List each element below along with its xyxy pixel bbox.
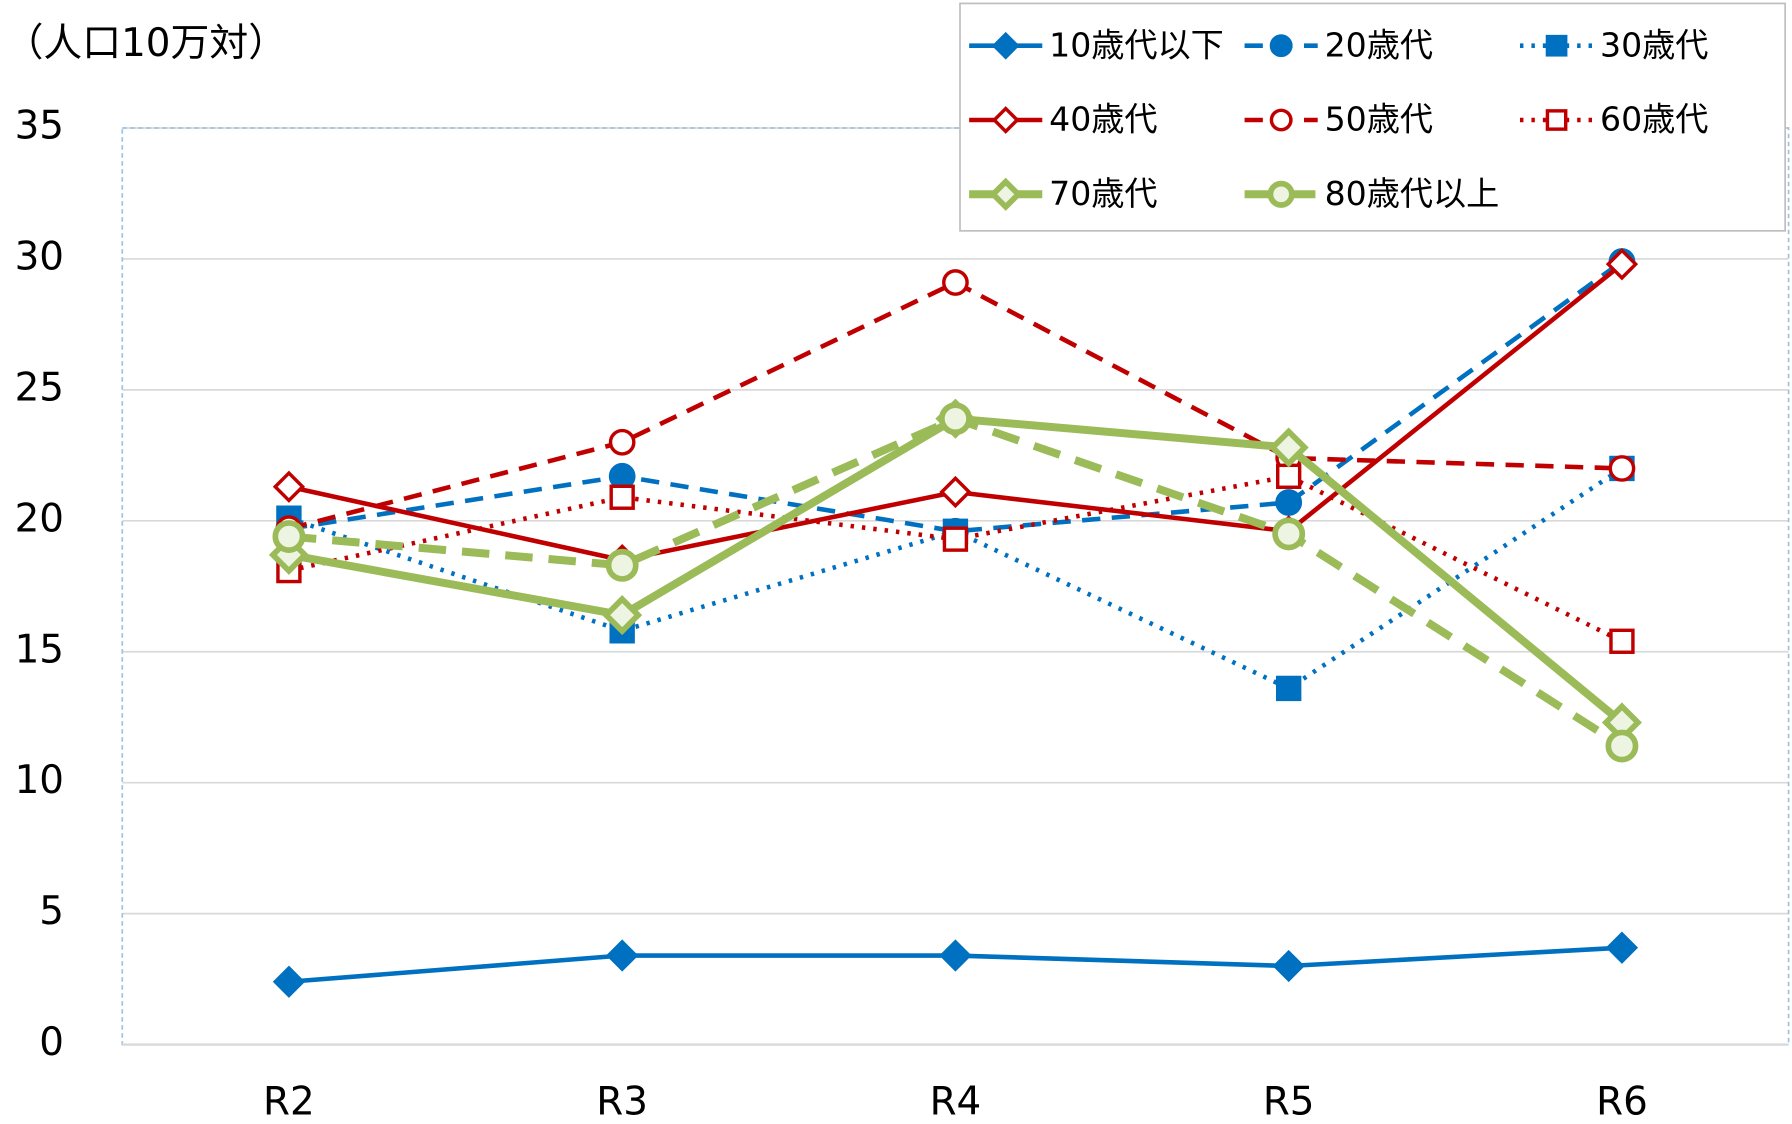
y-tick-label: 20 bbox=[15, 496, 64, 541]
marker bbox=[939, 475, 972, 509]
x-tick-label: R4 bbox=[930, 1079, 982, 1124]
legend-label: 40歳代 bbox=[1049, 100, 1157, 139]
marker bbox=[609, 484, 635, 510]
marker bbox=[1272, 949, 1305, 983]
legend-label: 10歳代以下 bbox=[1049, 25, 1224, 64]
legend-label: 60歳代 bbox=[1600, 100, 1708, 139]
x-tick-label: R2 bbox=[263, 1079, 315, 1124]
series bbox=[272, 931, 1639, 998]
y-tick-label: 0 bbox=[39, 1020, 64, 1065]
y-tick-label: 5 bbox=[39, 889, 64, 934]
legend-label: 30歳代 bbox=[1600, 25, 1708, 64]
marker bbox=[1275, 489, 1303, 516]
marker bbox=[991, 106, 1020, 134]
marker bbox=[1276, 463, 1302, 489]
marker bbox=[1269, 34, 1293, 58]
series bbox=[272, 402, 1639, 763]
marker bbox=[1605, 931, 1639, 964]
y-tick-label: 30 bbox=[15, 234, 64, 279]
marker bbox=[1272, 517, 1306, 551]
series-line bbox=[288, 259, 1624, 534]
marker bbox=[608, 462, 636, 490]
y-axis-label: （人口10万対） bbox=[5, 21, 287, 66]
x-tick-label: R6 bbox=[1596, 1079, 1648, 1124]
x-tick-label: R5 bbox=[1263, 1079, 1315, 1124]
marker bbox=[938, 402, 972, 436]
marker bbox=[1268, 427, 1309, 468]
y-tick-label: 10 bbox=[15, 758, 64, 803]
legend-label: 20歳代 bbox=[1325, 25, 1433, 64]
marker bbox=[1605, 729, 1639, 763]
x-tick-label: R3 bbox=[596, 1079, 648, 1124]
marker bbox=[1545, 34, 1568, 57]
marker bbox=[272, 470, 306, 503]
marker bbox=[1545, 109, 1568, 131]
y-tick-label: 15 bbox=[15, 627, 64, 672]
marker bbox=[942, 269, 969, 296]
legend-label: 70歳代 bbox=[1049, 174, 1157, 213]
marker bbox=[989, 177, 1023, 211]
marker bbox=[272, 520, 306, 553]
marker bbox=[1269, 108, 1293, 132]
marker bbox=[942, 526, 969, 552]
marker bbox=[605, 548, 639, 582]
marker bbox=[602, 595, 643, 636]
marker bbox=[1276, 675, 1302, 702]
legend-box bbox=[959, 2, 1786, 232]
marker bbox=[272, 965, 306, 998]
marker bbox=[939, 939, 972, 972]
marker bbox=[606, 939, 639, 972]
marker bbox=[1608, 455, 1636, 482]
marker bbox=[1609, 628, 1635, 654]
y-tick-label: 35 bbox=[15, 103, 64, 148]
y-tick-label: 25 bbox=[15, 365, 64, 410]
marker bbox=[1267, 180, 1295, 208]
marker bbox=[1605, 248, 1639, 281]
legend-label: 50歳代 bbox=[1325, 100, 1433, 139]
marker bbox=[608, 428, 636, 456]
legend-label: 80歳代以上 bbox=[1325, 174, 1500, 213]
marker bbox=[991, 31, 1020, 60]
legend: 10歳代以下 20歳代 30歳代 40歳代 50歳代 60歳代 70歳代 80歳代以上 bbox=[959, 2, 1786, 232]
